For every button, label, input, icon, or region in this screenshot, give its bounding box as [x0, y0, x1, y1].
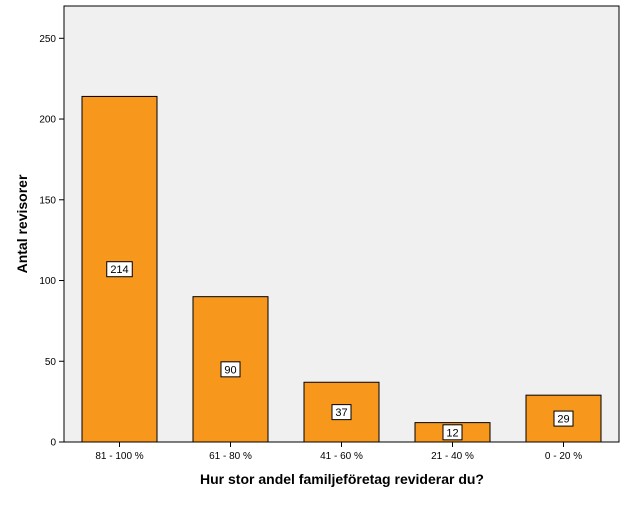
data-label-box [553, 410, 574, 427]
y-tick-label: 200 [39, 115, 56, 126]
y-axis: 0 50 100 150 200 250 [39, 34, 64, 449]
x-tick-label: 0 - 20 % [545, 451, 582, 462]
y-tick-label: 250 [39, 34, 56, 45]
data-label-box [220, 361, 241, 378]
y-tick-label: 150 [39, 195, 56, 206]
data-label-box [331, 404, 352, 421]
data-label: 214 [110, 264, 128, 276]
data-label: 90 [224, 364, 236, 376]
x-tick-label: 21 - 40 % [431, 451, 474, 462]
x-tick-label: 61 - 80 % [209, 451, 252, 462]
data-label: 37 [335, 407, 347, 419]
x-axis: 81 - 100 % 61 - 80 % 41 - 60 % 21 - 40 % 0 -… [95, 442, 582, 462]
data-labels-group: 214 90 37 12 29 [106, 261, 574, 441]
x-tick-label: 41 - 60 % [320, 451, 363, 462]
data-label-box [442, 424, 463, 441]
x-tick-label: 81 - 100 % [95, 451, 143, 462]
y-tick-label: 100 [39, 276, 56, 287]
y-tick-label: 50 [45, 357, 57, 368]
y-tick-label: 0 [50, 438, 56, 449]
bars-group [81, 95, 602, 443]
y-axis-title: Antal revisorer [14, 174, 30, 273]
x-axis-title: Hur stor andel familjeföretag reviderar … [200, 471, 484, 487]
data-label-box [106, 261, 133, 278]
data-label: 12 [446, 427, 458, 439]
data-label: 29 [557, 414, 569, 426]
